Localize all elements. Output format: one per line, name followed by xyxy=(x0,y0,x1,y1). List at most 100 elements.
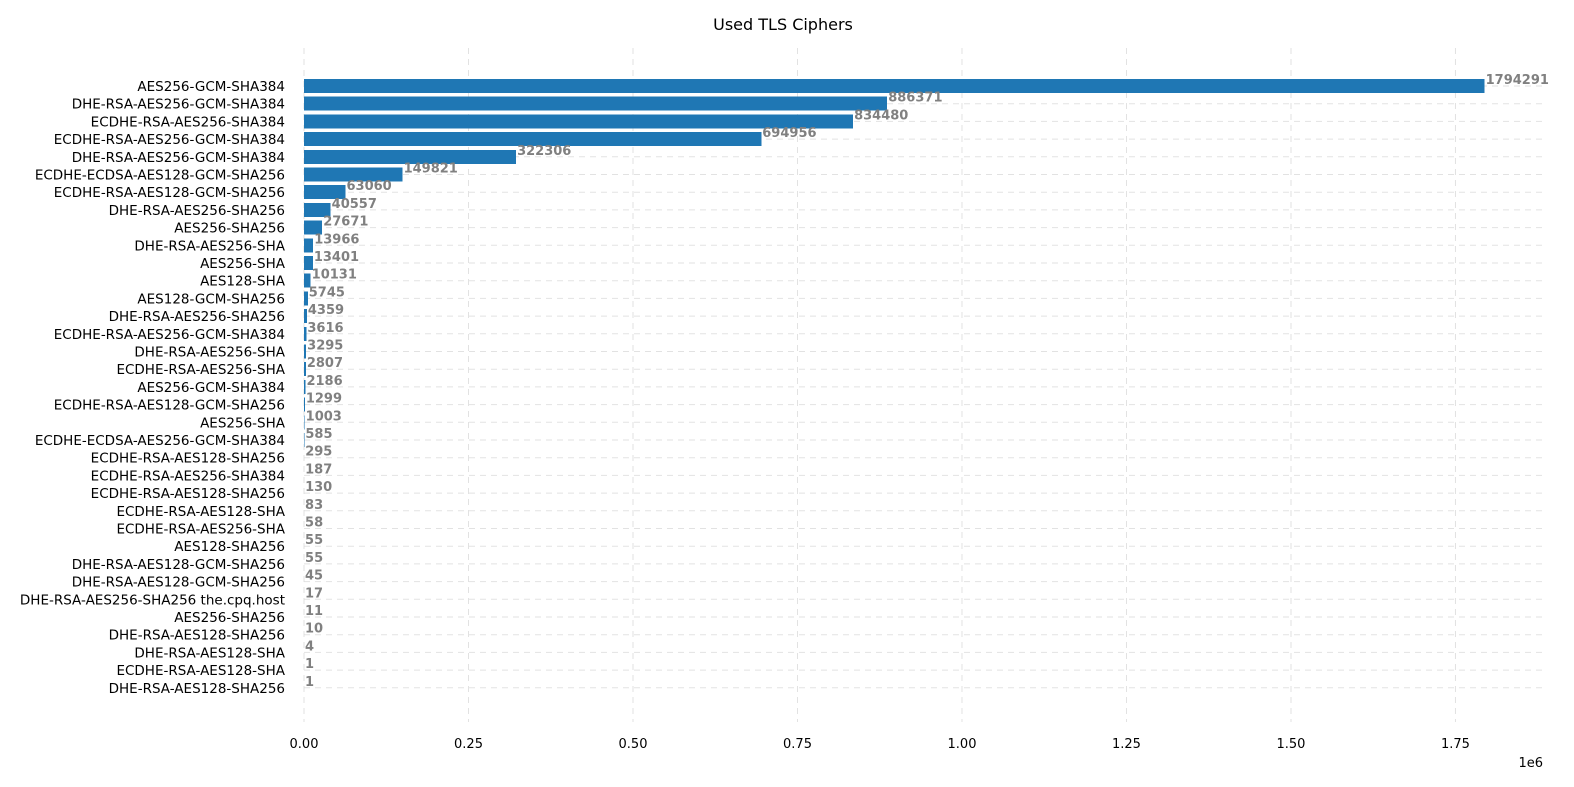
x-tick-label: 0.50 xyxy=(619,737,648,752)
bar xyxy=(304,256,313,270)
data-labels-layer: 1794291 886371 834480 694956 322306 149821 630… xyxy=(305,73,1549,690)
y-tick-label: ECDHE-RSA-AES256-GCM-SHA384 xyxy=(54,132,285,148)
bar-value-label: 1794291 xyxy=(1486,73,1549,88)
bar-value-label: 4 xyxy=(305,639,314,654)
bar xyxy=(304,185,346,200)
bar-value-label: 58 xyxy=(305,516,323,531)
bar-value-label: 585 xyxy=(305,427,332,442)
bar-value-label: 3616 xyxy=(307,321,343,336)
y-tick-label: AES256-GCM-SHA384 xyxy=(137,380,285,396)
bar-value-label: 83 xyxy=(305,498,323,513)
bar xyxy=(304,362,306,377)
x-axis-offset-label: 1e6 xyxy=(1518,756,1543,771)
y-axis-tick-labels: AES256-GCM-SHA384 DHE-RSA-AES256-GCM-SHA3… xyxy=(20,79,286,697)
bar-value-label: 694956 xyxy=(762,126,816,141)
bar xyxy=(304,415,305,430)
y-tick-label: DHE-RSA-AES256-SHA xyxy=(134,345,285,361)
bar xyxy=(304,273,311,288)
chart-title: Used TLS Ciphers xyxy=(713,15,853,34)
bar-value-label: 1299 xyxy=(306,392,342,407)
bar-value-label: 11 xyxy=(305,604,323,619)
bar xyxy=(304,114,854,129)
y-tick-label: ECDHE-RSA-AES128-SHA xyxy=(116,663,285,679)
bar-value-label: 886371 xyxy=(888,91,942,106)
grid-layer xyxy=(303,48,1543,722)
bar-value-label: 187 xyxy=(305,462,332,477)
y-tick-label: DHE-RSA-AES128-GCM-SHA256 xyxy=(72,575,285,591)
x-tick-label: 0.00 xyxy=(290,737,319,752)
x-tick-label: 1.50 xyxy=(1277,737,1306,752)
y-tick-label: ECDHE-RSA-AES128-SHA256 xyxy=(91,486,285,502)
bar xyxy=(304,326,307,341)
bar-value-label: 4359 xyxy=(308,303,344,318)
bar xyxy=(304,149,517,164)
bar-value-label: 295 xyxy=(305,445,332,460)
x-tick-label: 0.75 xyxy=(783,737,812,752)
x-tick-label: 0.25 xyxy=(454,737,483,752)
bar xyxy=(304,379,306,394)
y-tick-label: ECDHE-RSA-AES128-SHA xyxy=(116,504,285,520)
y-tick-label: AES128-SHA xyxy=(200,274,286,290)
bar-value-label: 10131 xyxy=(312,268,357,283)
y-tick-label: ECDHE-ECDSA-AES256-GCM-SHA384 xyxy=(35,433,285,449)
y-tick-label: ECDHE-RSA-AES128-GCM-SHA256 xyxy=(54,185,285,201)
bar-value-label: 1003 xyxy=(306,409,342,424)
bar xyxy=(304,397,305,412)
bar-value-label: 10 xyxy=(305,622,323,637)
bar-value-label: 5745 xyxy=(309,285,345,300)
bar-value-label: 13401 xyxy=(314,250,359,265)
y-tick-label: DHE-RSA-AES128-SHA256 xyxy=(109,681,285,697)
bar-value-label: 1 xyxy=(305,675,314,690)
bar-value-label: 40557 xyxy=(332,197,377,212)
bar xyxy=(304,79,1485,93)
x-tick-label: 1.25 xyxy=(1112,737,1141,752)
bar-value-label: 2186 xyxy=(306,374,342,389)
y-tick-label: ECDHE-RSA-AES128-GCM-SHA256 xyxy=(54,398,285,414)
bar-value-label: 13966 xyxy=(314,232,359,247)
bar xyxy=(304,132,762,147)
y-tick-label: AES256-GCM-SHA384 xyxy=(137,79,285,95)
bars-layer xyxy=(304,79,1485,695)
bar-value-label: 17 xyxy=(305,586,323,601)
bar xyxy=(304,220,323,235)
bar xyxy=(304,291,308,306)
y-tick-label: ECDHE-RSA-AES256-GCM-SHA384 xyxy=(54,327,285,343)
x-axis-tick-labels: 0.00 0.25 0.50 0.75 1.00 1.25 1.50 1.75 xyxy=(290,737,1470,752)
bar xyxy=(304,344,307,359)
y-tick-label: ECDHE-RSA-AES256-SHA384 xyxy=(91,114,285,130)
bar-value-label: 55 xyxy=(305,533,323,548)
bar-value-label: 322306 xyxy=(517,144,571,159)
bar-value-label: 55 xyxy=(305,551,323,566)
y-tick-label: ECDHE-ECDSA-AES128-GCM-SHA256 xyxy=(35,168,285,184)
bar xyxy=(304,96,888,111)
y-tick-label: AES256-SHA xyxy=(200,415,286,431)
y-tick-label: DHE-RSA-AES256-GCM-SHA384 xyxy=(72,97,285,113)
bar-value-label: 3295 xyxy=(307,339,343,354)
bar-value-label: 149821 xyxy=(404,162,458,177)
bar xyxy=(304,167,403,182)
y-tick-label: DHE-RSA-AES256-GCM-SHA384 xyxy=(72,150,285,166)
bar-value-label: 45 xyxy=(305,569,323,584)
y-tick-label: AES256-SHA xyxy=(200,256,286,272)
bar-value-label: 130 xyxy=(305,480,332,495)
y-tick-label: DHE-RSA-AES256-SHA256 xyxy=(109,203,285,219)
bar xyxy=(304,202,331,217)
bar-value-label: 834480 xyxy=(854,108,908,123)
y-tick-label: DHE-RSA-AES128-SHA256 xyxy=(109,628,285,644)
x-tick-label: 1.00 xyxy=(948,737,977,752)
bar-value-label: 63060 xyxy=(346,179,391,194)
y-tick-label: DHE-RSA-AES256-SHA256 the.cpq.host xyxy=(20,592,285,608)
y-tick-label: DHE-RSA-AES256-SHA xyxy=(134,238,285,254)
bar-value-label: 1 xyxy=(305,657,314,672)
y-tick-label: AES256-SHA256 xyxy=(174,610,285,626)
x-tick-label: 1.75 xyxy=(1441,737,1470,752)
bar xyxy=(304,238,314,253)
y-tick-label: AES256-SHA256 xyxy=(174,221,285,237)
bar-value-label: 2807 xyxy=(307,356,343,371)
y-tick-label: DHE-RSA-AES128-SHA xyxy=(134,645,285,661)
y-tick-label: ECDHE-RSA-AES256-SHA384 xyxy=(91,468,285,484)
y-tick-label: ECDHE-RSA-AES256-SHA xyxy=(116,522,285,538)
y-tick-label: ECDHE-RSA-AES256-SHA xyxy=(116,362,285,378)
